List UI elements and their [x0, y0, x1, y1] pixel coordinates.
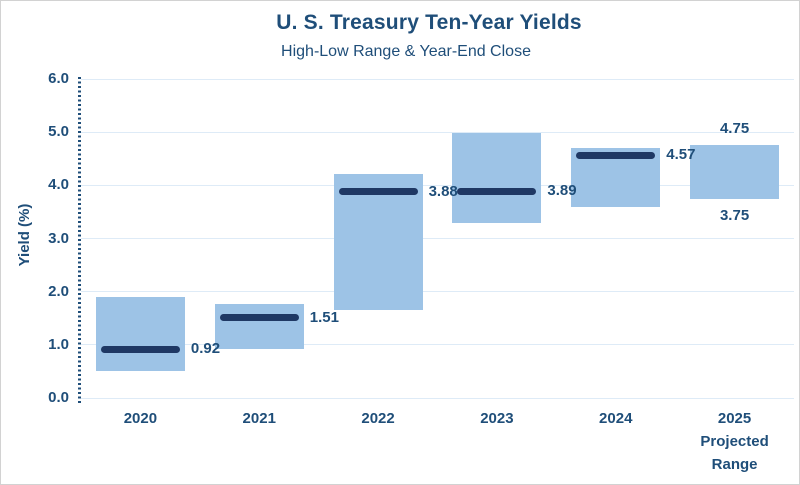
close-line-2023	[457, 187, 537, 195]
y-tick-label-4.0: 4.0	[48, 176, 69, 194]
plot-area	[81, 78, 794, 399]
close-line-2020	[100, 345, 180, 353]
x-axis-label-2023: 2023	[480, 410, 514, 427]
range-bar-2023	[452, 132, 542, 223]
close-line-2021	[219, 314, 299, 322]
y-tick-label-2.0: 2.0	[48, 282, 69, 300]
x-axis-label-2021: 2021	[242, 410, 276, 427]
gridline-3.0	[81, 238, 794, 239]
close-value-label-2023: 3.89	[547, 182, 577, 200]
projected-high-label: 4.75	[719, 120, 750, 138]
x-axis-label-2022: 2022	[361, 410, 395, 427]
y-tick-label-1.0: 1.0	[48, 335, 69, 353]
y-tick-label-3.0: 3.0	[48, 229, 69, 247]
y-tick-label-5.0: 5.0	[48, 123, 69, 141]
range-bar-2020	[95, 296, 185, 371]
projected-low-label: 3.75	[719, 206, 750, 224]
chart-subtitle: High-Low Range & Year-End Close	[281, 43, 531, 60]
range-bar-2022	[333, 173, 423, 311]
gridline-6.0	[81, 78, 794, 80]
close-value-label-2024: 4.57	[666, 146, 696, 164]
gridline-2.0	[81, 291, 794, 293]
y-axis-dotted-line	[78, 77, 81, 405]
close-value-label-2020: 0.92	[190, 340, 221, 358]
close-line-2022	[338, 188, 418, 196]
x-axis-label-2024: 2024	[599, 410, 633, 427]
close-value-label-2021: 1.51	[309, 308, 339, 326]
close-value-label-2022: 3.88	[428, 182, 458, 200]
gridline-5.0	[81, 131, 794, 133]
x-axis-label-2025: 2025 Projected Range	[700, 410, 769, 473]
range-bar-2021	[214, 303, 304, 349]
y-tick-label-0.0: 0.0	[48, 389, 69, 406]
range-bar-2025	[690, 145, 780, 199]
y-tick-label-6.0: 6.0	[48, 70, 69, 87]
gridline-4.0	[81, 184, 794, 186]
gridline-0.0	[81, 397, 794, 399]
close-line-2024	[576, 151, 656, 159]
gridline-1.0	[81, 344, 794, 346]
x-axis-label-2020: 2020	[123, 410, 158, 427]
chart-title: U. S. Treasury Ten-Year Yields	[276, 11, 582, 34]
